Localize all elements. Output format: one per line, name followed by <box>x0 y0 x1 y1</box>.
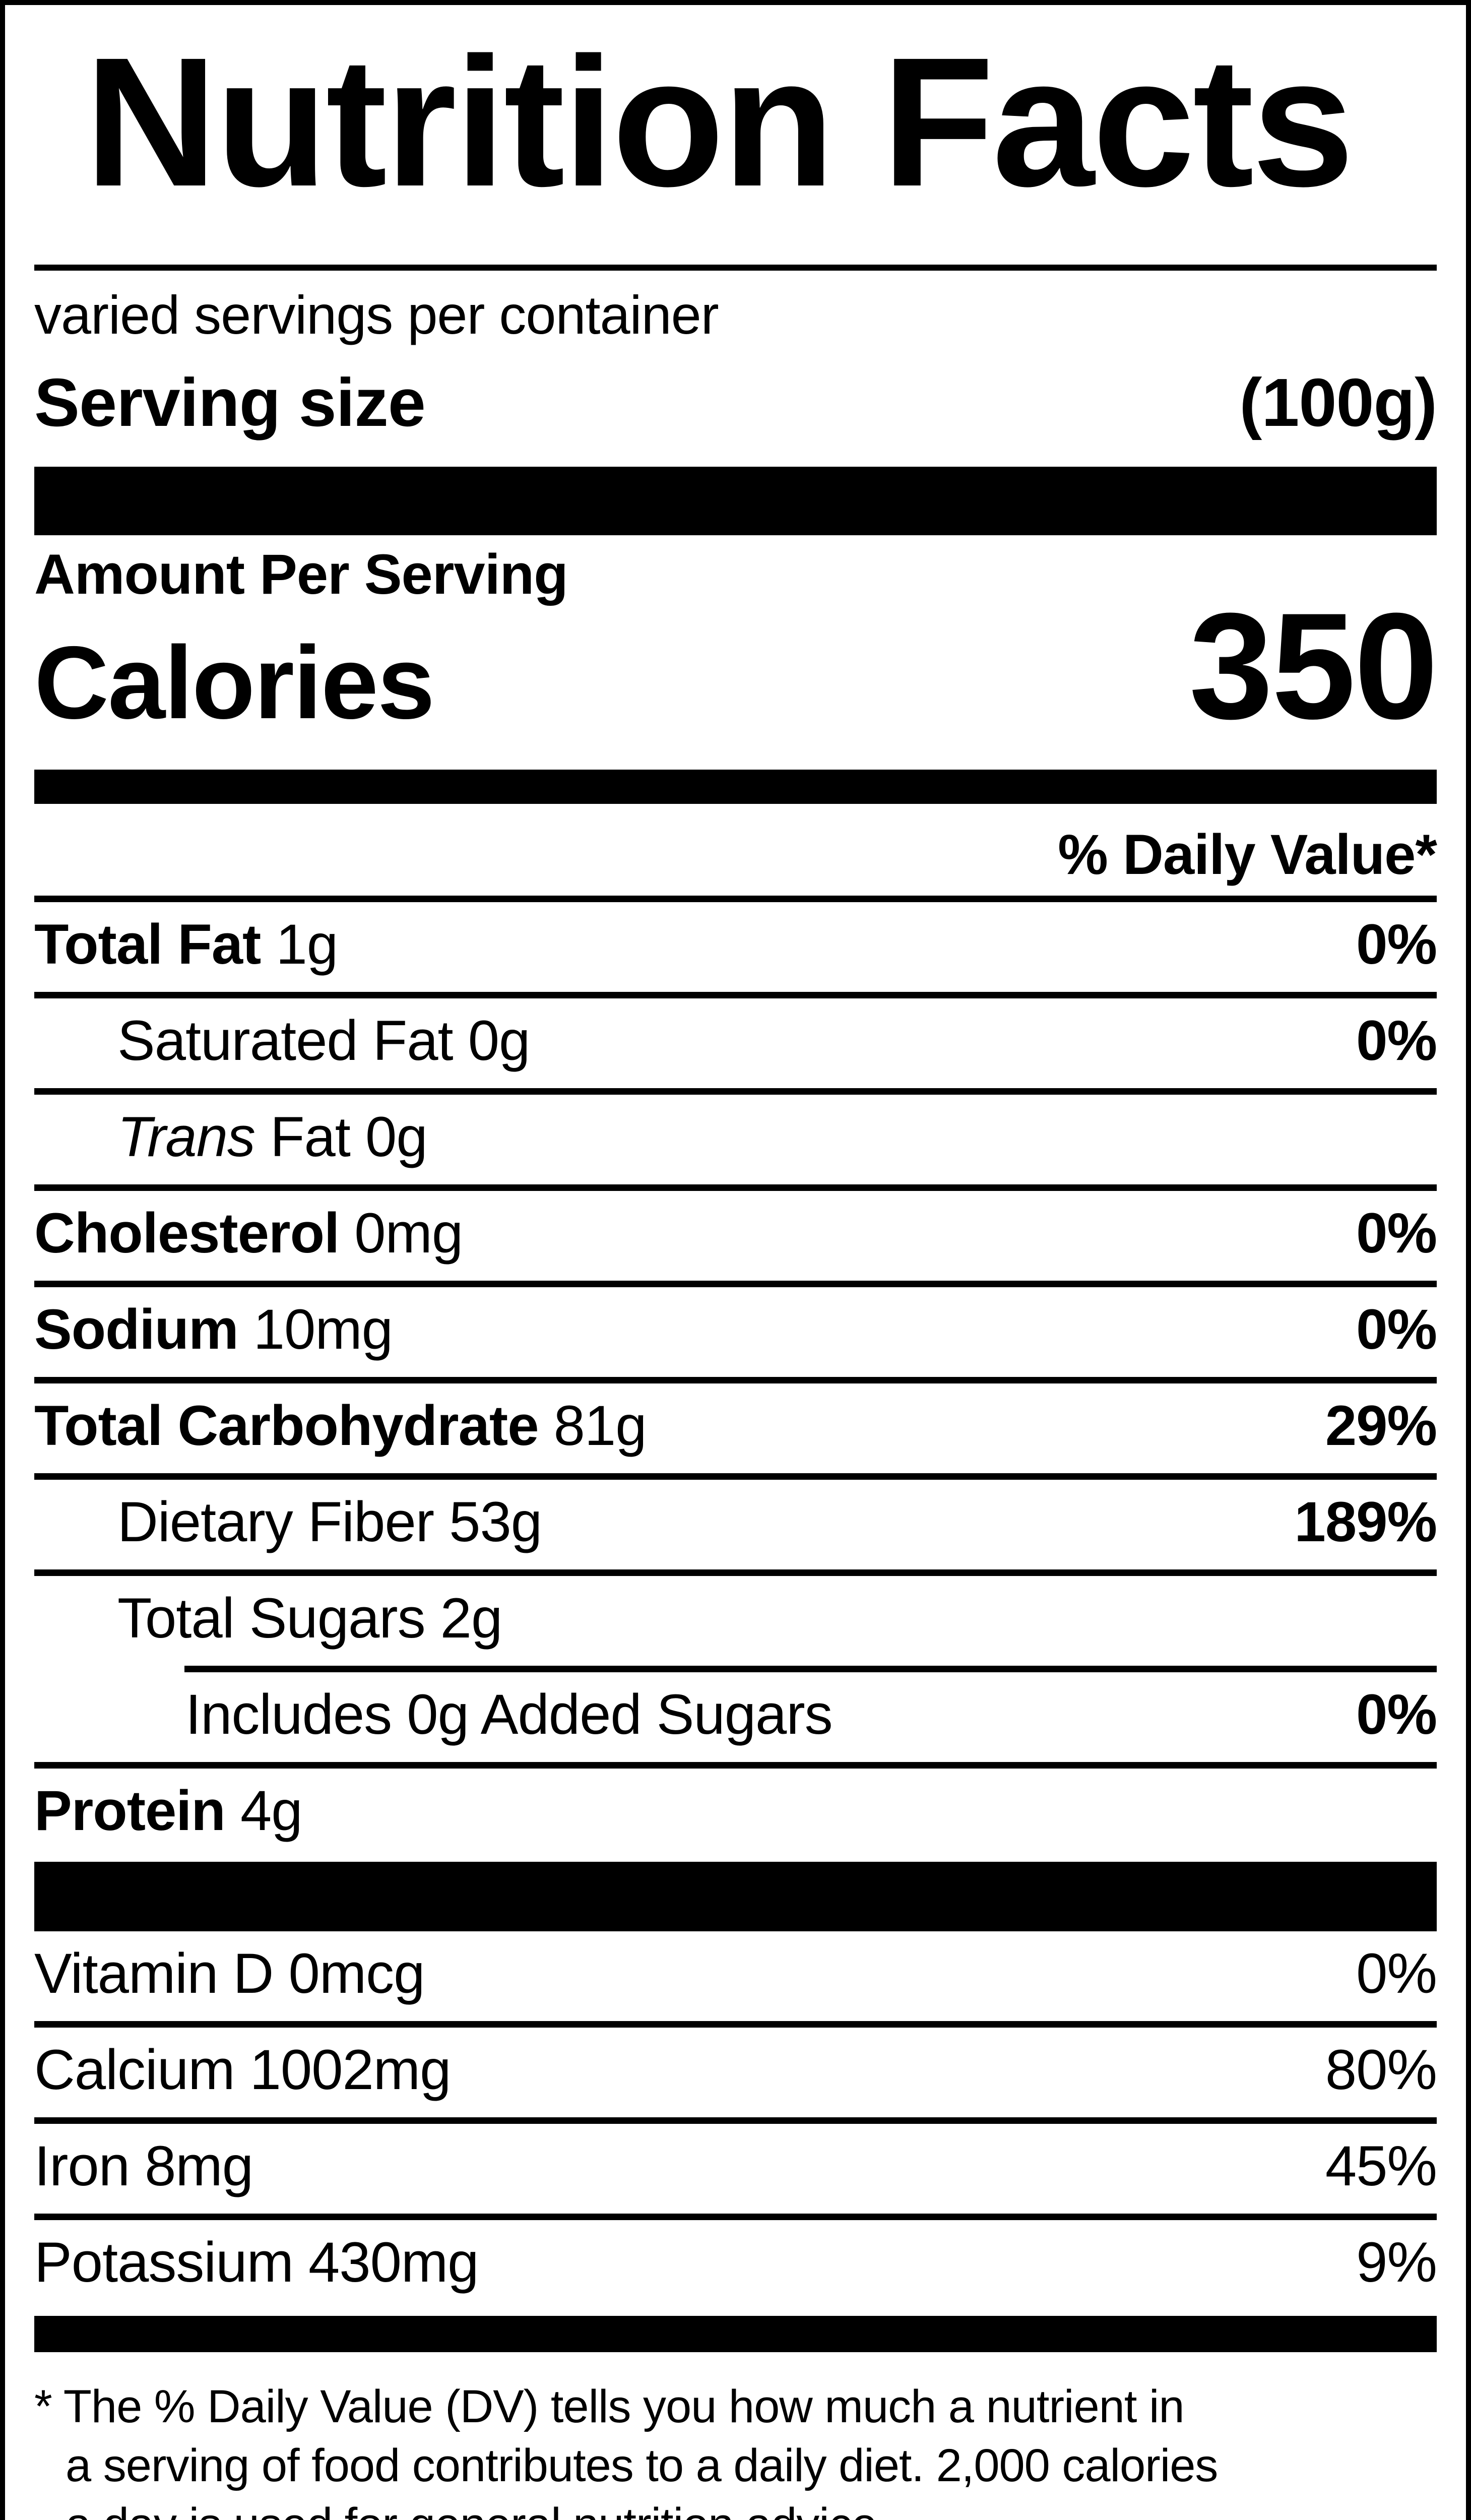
serving-size-label: Serving size <box>34 364 426 440</box>
nutrient-row: Includes 0g Added Sugars 0% <box>34 1672 1437 1769</box>
vitamin-daily-value: 45% <box>1325 2134 1437 2197</box>
label-title: Nutrition Facts <box>85 20 1354 225</box>
serving-size-row: Serving size (100g) <box>34 368 1437 436</box>
vitamin-daily-value: 80% <box>1325 2038 1437 2101</box>
nutrient-row: Saturated Fat 0g 0% <box>34 998 1437 1095</box>
nutrient-name: Cholesterol 0mg <box>34 1202 463 1265</box>
nutrient-daily-value: 189% <box>1294 1490 1437 1553</box>
footnote-line: a serving of food contributes to a daily… <box>66 2439 1218 2491</box>
nutrient-daily-value: 0% <box>1356 1683 1437 1746</box>
daily-value-header: % Daily Value* <box>34 804 1437 902</box>
nutrient-name: Trans Fat 0g <box>117 1105 428 1168</box>
nutrient-row: Cholesterol 0mg 0% <box>34 1191 1437 1287</box>
nutrient-name: Total Sugars 2g <box>117 1587 502 1650</box>
vitamin-daily-value: 9% <box>1356 2231 1437 2294</box>
calories-value: 350 <box>1189 581 1438 750</box>
title-rule <box>34 265 1437 271</box>
nutrient-row: Total Carbohydrate 81g 29% <box>34 1383 1437 1480</box>
nutrient-daily-value: 0% <box>1356 1009 1437 1072</box>
divider-bar-thick <box>34 1862 1437 1931</box>
nutrient-row: Sodium 10mg 0% <box>34 1287 1437 1383</box>
nutrient-daily-value: 0% <box>1356 913 1437 976</box>
nutrient-row: Protein 4g <box>34 1769 1437 1862</box>
vitamin-rows-section: Vitamin D 0mcg 0% Calcium 1002mg 80% Iron 8m… <box>34 1931 1437 2316</box>
vitamin-row: Calcium 1002mg 80% <box>34 2028 1437 2124</box>
calories-row: Calories 350 <box>34 581 1438 750</box>
nutrient-daily-value: 0% <box>1356 1298 1437 1361</box>
nutrient-row: Total Sugars 2g <box>34 1576 1437 1666</box>
divider-bar-footnote <box>34 2316 1437 2352</box>
servings-per-container: varied servings per container <box>34 284 719 345</box>
vitamin-name: Iron 8mg <box>34 2134 253 2197</box>
footnote-line: * The % Daily Value (DV) tells you how m… <box>34 2381 1185 2432</box>
nutrient-name: Dietary Fiber 53g <box>117 1490 542 1553</box>
indented-rule <box>184 1666 1437 1672</box>
nutrient-daily-value: 29% <box>1325 1394 1437 1457</box>
nutrient-name: Saturated Fat 0g <box>117 1009 530 1072</box>
nutrient-name: Protein 4g <box>34 1779 303 1842</box>
vitamin-row: Potassium 430mg 9% <box>34 2220 1437 2316</box>
nutrient-name: Total Carbohydrate 81g <box>34 1394 647 1457</box>
nutrient-row: Dietary Fiber 53g 189% <box>34 1480 1437 1576</box>
vitamin-row: Iron 8mg 45% <box>34 2124 1437 2220</box>
divider-bar-medium <box>34 770 1437 804</box>
nutrient-row: Trans Fat 0g <box>34 1095 1437 1191</box>
divider-bar-thick <box>34 467 1437 535</box>
vitamin-daily-value: 0% <box>1356 1942 1437 2005</box>
vitamin-name: Vitamin D 0mcg <box>34 1942 425 2005</box>
vitamin-row: Vitamin D 0mcg 0% <box>34 1931 1437 2028</box>
nutrient-rows-section: Total Fat 1g 0% Saturated Fat 0g 0% Trans Fa… <box>34 902 1437 1862</box>
vitamin-name: Calcium 1002mg <box>34 2038 451 2101</box>
nutrient-daily-value: 0% <box>1356 1202 1437 1265</box>
nutrient-name: Includes 0g Added Sugars <box>185 1683 833 1746</box>
footnote-line: a day is used for general nutrition advi… <box>34 2495 1437 2520</box>
nutrient-row: Total Fat 1g 0% <box>34 902 1437 998</box>
amount-per-serving-label: Amount Per Serving <box>34 543 568 606</box>
nutrient-name: Total Fat 1g <box>34 913 338 976</box>
vitamin-name: Potassium 430mg <box>34 2231 479 2294</box>
serving-size-value: (100g) <box>1239 364 1437 440</box>
calories-label: Calories <box>34 625 435 740</box>
nutrient-name: Sodium 10mg <box>34 1298 393 1361</box>
daily-value-footnote: * The % Daily Value (DV) tells you how m… <box>34 2377 1437 2520</box>
